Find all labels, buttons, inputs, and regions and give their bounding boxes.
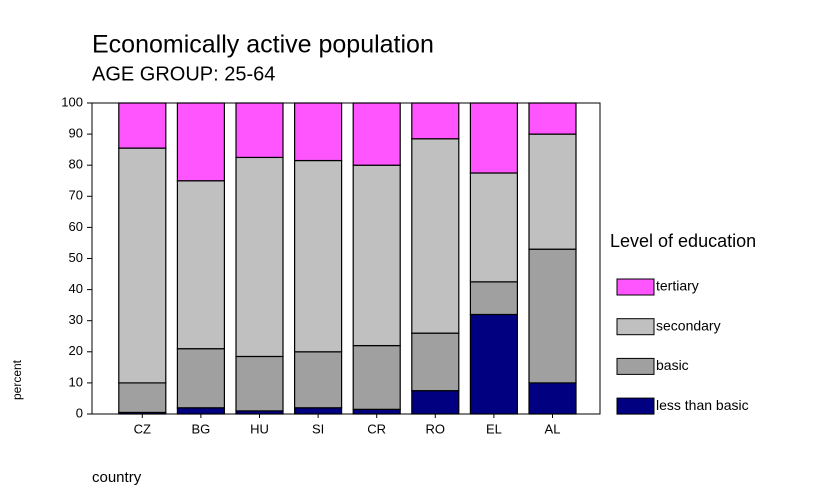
bar-segment — [176, 180, 225, 350]
bar-segment — [294, 159, 343, 353]
x-tick-label: BG — [192, 421, 211, 436]
y-tick-label: 60 — [69, 219, 83, 234]
y-tick-label: 30 — [69, 312, 83, 327]
legend-label: secondary — [656, 317, 721, 333]
legend-label: basic — [656, 357, 689, 373]
bar-segment — [176, 407, 225, 415]
x-tick-label: HU — [250, 421, 269, 436]
bar-segment — [294, 102, 343, 162]
legend-label: less than basic — [656, 397, 749, 413]
bar-segment — [469, 172, 518, 283]
bar-segment — [294, 407, 343, 415]
x-tick-label: EL — [486, 421, 502, 436]
bar-segment — [411, 102, 460, 140]
bar-segment — [352, 344, 401, 410]
legend-label: tertiary — [656, 278, 699, 294]
y-tick-label: 50 — [69, 250, 83, 265]
bar-segment — [235, 102, 284, 159]
bar-segment — [528, 382, 577, 415]
y-tick-label: 70 — [69, 188, 83, 203]
legend-swatch — [616, 278, 655, 296]
bar-segment — [528, 133, 577, 250]
bar-segment — [352, 164, 401, 347]
bar-segment — [176, 102, 225, 182]
legend-title: Level of education — [610, 231, 756, 251]
x-axis-label: country — [92, 469, 142, 486]
bar-segment — [352, 408, 401, 415]
bar-segment — [469, 102, 518, 174]
bar-segment — [118, 147, 167, 384]
y-tick-label: 10 — [69, 374, 83, 389]
bar-segment — [352, 102, 401, 166]
x-tick-label: SI — [312, 421, 324, 436]
bar-segment — [411, 332, 460, 392]
plot-frame — [91, 102, 601, 415]
y-axis-label: percent — [10, 359, 24, 400]
bar-segment — [294, 351, 343, 409]
legend-swatch — [616, 397, 655, 415]
x-tick-label: AL — [545, 421, 561, 436]
bar-segment — [235, 156, 284, 358]
bar-segment — [528, 102, 577, 135]
y-tick-label: 90 — [69, 126, 83, 141]
bar-segment — [469, 281, 518, 316]
y-tick-label: 20 — [69, 343, 83, 358]
x-tick-label: CR — [367, 421, 386, 436]
y-tick-label: 100 — [61, 94, 83, 109]
bar-segment — [411, 390, 460, 415]
x-tick-label: CZ — [134, 421, 151, 436]
y-tick-label: 40 — [69, 281, 83, 296]
bar-segment — [528, 248, 577, 384]
y-tick-label: 0 — [76, 405, 83, 420]
legend-swatch — [616, 357, 655, 375]
bar-segment — [118, 102, 167, 149]
chart-subtitle: AGE GROUP: 25-64 — [92, 63, 275, 85]
x-tick-label: RO — [426, 421, 446, 436]
bar-segment — [176, 348, 225, 409]
bar-segment — [469, 313, 518, 415]
bar-segment — [235, 355, 284, 412]
chart-title: Economically active population — [92, 31, 434, 59]
bar-segment — [118, 382, 167, 414]
legend-swatch — [616, 318, 655, 336]
bar-segment — [411, 138, 460, 334]
y-tick-label: 80 — [69, 157, 83, 172]
